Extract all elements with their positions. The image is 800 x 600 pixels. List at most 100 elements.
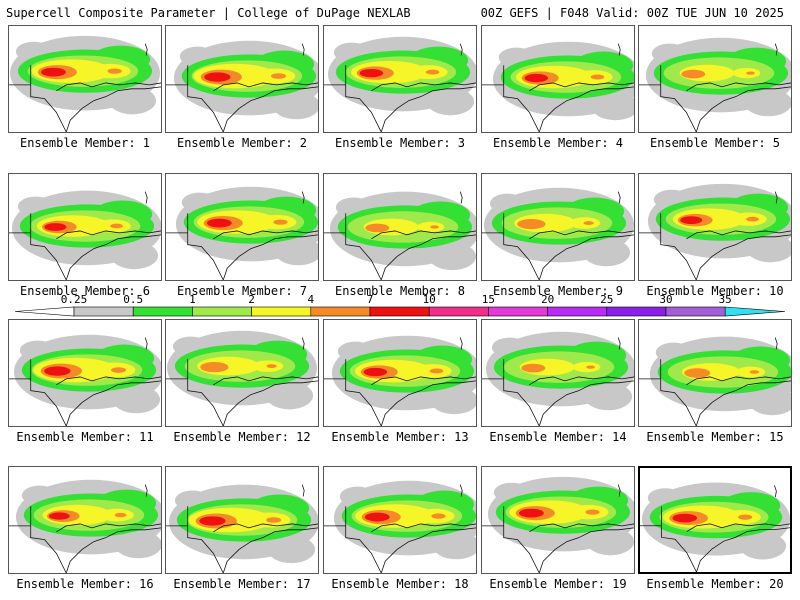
state-boundaries (9, 506, 161, 573)
scp-map (166, 40, 318, 132)
lake-boundary (617, 191, 621, 204)
scp-contour-7 (44, 366, 71, 376)
scp-map (324, 191, 476, 280)
ensemble-member-label: Ensemble Member: 3 (334, 136, 466, 150)
scp-contour-4 (738, 514, 753, 520)
scp-contour-4 (749, 370, 760, 374)
color-scale-tick-label: 30 (659, 293, 673, 306)
scp-contour-4 (114, 512, 127, 518)
color-scale-tick-label: 10 (422, 293, 436, 306)
scp-map (639, 336, 791, 426)
ensemble-map-panel[interactable] (165, 173, 319, 281)
ensemble-member-label: Ensemble Member: 4 (492, 136, 624, 150)
ensemble-member-label: Ensemble Member: 1 (19, 136, 151, 150)
color-scale-segment (310, 306, 371, 317)
lake-boundary (774, 485, 777, 497)
scp-contour-0-25 (584, 382, 633, 411)
scp-contour-7 (359, 68, 384, 78)
ensemble-map-panel[interactable] (481, 173, 635, 281)
scp-contour-4 (107, 68, 122, 74)
ensemble-map-panel[interactable] (323, 319, 477, 427)
color-scale-tick-label: 15 (481, 293, 496, 306)
scp-contour-7 (672, 513, 698, 523)
ensemble-map-panel[interactable] (638, 466, 792, 574)
scp-contour-4 (200, 362, 229, 373)
color-scale-tick-label: 35 (718, 293, 732, 306)
color-scale-segment (73, 306, 134, 317)
scp-contour-4 (586, 365, 595, 369)
ensemble-map-panel[interactable] (165, 25, 319, 133)
ensemble-member-label: Ensemble Member: 19 (489, 577, 627, 591)
lake-boundary (617, 484, 621, 497)
lake-boundary (301, 484, 305, 497)
scp-contour-4 (430, 225, 439, 229)
color-scale-segment (547, 306, 608, 317)
color-scale-low-arrow (14, 306, 75, 317)
model-run-info: 00Z GEFS | F048 Valid: 00Z TUE JUN 10 20… (480, 6, 784, 20)
color-scale-tick-label: 0.5 (123, 293, 144, 306)
ensemble-map-panel[interactable] (323, 25, 477, 133)
state-boundaries (639, 359, 791, 426)
scp-contour-4 (585, 509, 600, 515)
scp-map (639, 183, 791, 280)
scp-contour-7 (518, 508, 544, 518)
ensemble-map-panel[interactable] (8, 25, 162, 133)
color-scale-segment (192, 306, 252, 317)
state-boundaries (482, 506, 634, 573)
state-boundaries (324, 506, 476, 573)
lake-boundary (617, 43, 621, 56)
ensemble-member-label: Ensemble Member: 5 (649, 136, 781, 150)
ensemble-map-panel[interactable] (8, 173, 162, 281)
ensemble-map-panel[interactable] (165, 466, 319, 574)
state-boundaries (482, 65, 634, 132)
scp-contour-0-25 (108, 86, 157, 115)
ensemble-map-panel[interactable] (638, 25, 792, 133)
ensemble-map-panel[interactable] (481, 25, 635, 133)
state-boundaries (324, 213, 476, 280)
ensemble-map-panel[interactable] (481, 466, 635, 574)
ensemble-map-panel[interactable] (638, 173, 792, 281)
color-scale-segment (132, 306, 193, 317)
ensemble-map-panel[interactable] (165, 319, 319, 427)
ensemble-member-label: Ensemble Member: 8 (334, 284, 466, 298)
lake-boundary (617, 337, 621, 350)
scp-map (640, 482, 790, 572)
scp-contour-4 (111, 367, 127, 373)
ensemble-member-label: Ensemble Member: 15 (646, 430, 784, 444)
scp-map (166, 330, 318, 426)
ensemble-member-label: Ensemble Member: 12 (173, 430, 311, 444)
scp-contour-4 (517, 218, 546, 230)
state-boundaries (324, 65, 476, 132)
color-scale-segment (488, 306, 548, 317)
scp-map (9, 334, 161, 426)
scp-contour-0-25 (746, 234, 791, 263)
ensemble-map-panel[interactable] (638, 319, 792, 427)
color-scale-tick-label: 1 (189, 293, 196, 306)
color-scale-legend: 0.25 0.5 1 2 4 7 10 15 20 25 30 35 (0, 294, 800, 324)
color-scale-tick-label: 7 (366, 293, 374, 306)
lake-boundary (459, 191, 463, 204)
scp-map (482, 476, 634, 573)
scp-contour-4 (429, 368, 444, 374)
ensemble-map-panel[interactable] (8, 319, 162, 427)
state-boundaries (9, 65, 161, 132)
scp-map (9, 190, 161, 280)
scp-contour-4 (681, 69, 706, 79)
scp-map (324, 36, 476, 132)
ensemble-map-panel[interactable] (323, 466, 477, 574)
state-boundaries (639, 213, 791, 280)
ensemble-member-label: Ensemble Member: 6 (19, 284, 151, 298)
scp-contour-7 (199, 516, 226, 526)
scp-contour-7 (364, 512, 390, 522)
state-boundaries (9, 213, 161, 280)
ensemble-map-panel[interactable] (8, 466, 162, 574)
scp-contour-0-25 (591, 92, 634, 121)
ensemble-map-panel[interactable] (481, 319, 635, 427)
scp-contour-7 (680, 216, 703, 225)
scp-map (482, 187, 634, 280)
state-boundaries (324, 359, 476, 426)
color-scale-segment (665, 306, 726, 317)
color-scale-tick-label: 4 (307, 293, 315, 306)
ensemble-member-label: Ensemble Member: 14 (489, 430, 627, 444)
ensemble-map-panel[interactable] (323, 173, 477, 281)
